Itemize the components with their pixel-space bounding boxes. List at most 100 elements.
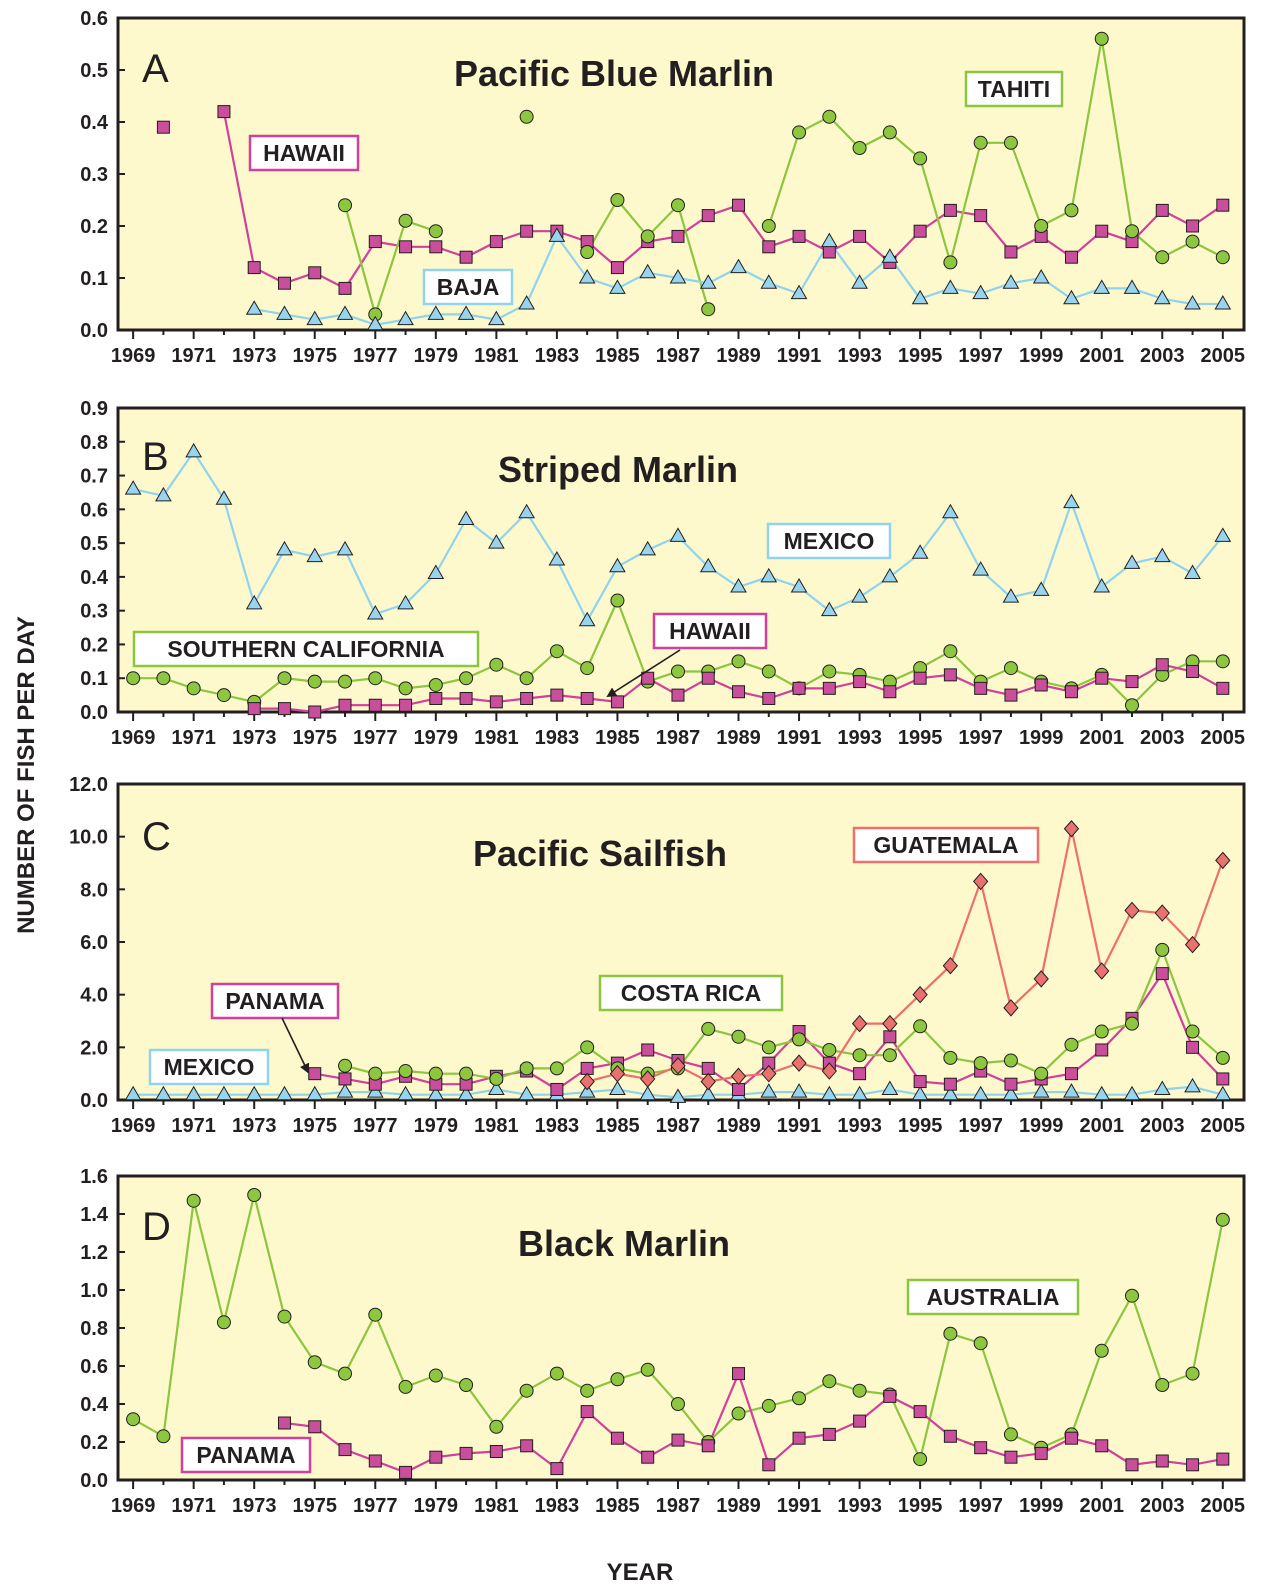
data-point-mexico <box>487 534 505 549</box>
data-point-australia <box>1185 1366 1200 1381</box>
panel-title: Pacific Blue Marlin <box>454 53 774 94</box>
data-point-hawaii <box>1064 685 1078 699</box>
data-point-costa-rica <box>1185 1024 1200 1039</box>
data-point-hawaii <box>217 105 231 119</box>
x-tick-label: 1997 <box>958 345 1003 367</box>
data-point-guatemala <box>942 956 959 975</box>
data-point-panama <box>701 1439 715 1453</box>
data-point-mexico <box>427 564 445 580</box>
x-tick-label: 1977 <box>353 1495 398 1517</box>
data-point-panama <box>429 1450 443 1464</box>
x-tick-label: 2005 <box>1201 727 1246 749</box>
data-point-panama <box>277 1416 291 1430</box>
y-tick-label: 0.5 <box>80 60 108 82</box>
data-point-costa-rica <box>822 1042 837 1057</box>
data-point-panama <box>520 1439 534 1453</box>
x-tick-label: 1987 <box>656 345 701 367</box>
series-label-baja: BAJA <box>422 268 514 306</box>
data-point-hawaii <box>156 120 170 134</box>
data-point-panama <box>580 1405 594 1419</box>
data-point-australia <box>792 1391 807 1406</box>
data-point-panama <box>853 1414 867 1428</box>
data-point-mexico <box>487 1080 505 1095</box>
data-point-southern-california <box>610 593 625 608</box>
data-point-australia <box>247 1188 262 1202</box>
data-point-mexico <box>124 480 142 495</box>
data-point-mexico <box>215 1085 233 1101</box>
data-point-mexico <box>1002 588 1020 603</box>
data-point-tahiti <box>610 193 625 207</box>
data-point-australia <box>670 1397 685 1411</box>
data-point-baja <box>942 279 959 294</box>
data-point-guatemala <box>1215 851 1231 870</box>
data-point-australia <box>338 1366 353 1381</box>
label-text: MEXICO <box>164 1054 255 1080</box>
data-point-australia <box>822 1374 837 1389</box>
data-point-australia <box>549 1366 564 1381</box>
x-tick-label: 1989 <box>716 345 761 367</box>
x-tick-label: 1997 <box>958 727 1003 749</box>
y-tick-label: 0.0 <box>80 702 108 724</box>
data-point-costa-rica <box>489 1071 504 1086</box>
series-label-panama: PANAMA <box>180 1436 312 1474</box>
data-point-panama <box>943 1429 957 1443</box>
data-point-panama <box>580 1061 594 1075</box>
y-tick-label: 0.3 <box>80 601 108 623</box>
data-point-tahiti <box>1034 219 1049 233</box>
data-point-baja <box>1032 268 1050 284</box>
data-point-baja <box>699 274 717 289</box>
data-point-hawaii <box>1216 681 1230 695</box>
data-point-guatemala <box>791 1054 807 1072</box>
data-point-hawaii <box>1095 224 1109 238</box>
data-point-mexico <box>881 1080 899 1095</box>
data-point-tahiti <box>1064 203 1079 218</box>
data-point-costa-rica <box>338 1058 353 1073</box>
x-tick-label: 1973 <box>232 1495 277 1517</box>
x-tick-label: 1995 <box>898 727 943 749</box>
data-point-tahiti <box>640 229 655 244</box>
data-point-mexico <box>911 1085 929 1101</box>
x-tick-label: 1971 <box>171 1495 216 1517</box>
data-point-mexico <box>215 490 233 505</box>
x-tick-label: 1997 <box>958 1115 1003 1137</box>
data-point-tahiti <box>852 141 867 155</box>
data-point-hawaii <box>822 245 836 259</box>
data-point-southern-california <box>731 654 746 669</box>
data-point-australia <box>1155 1378 1170 1392</box>
data-point-hawaii <box>459 691 473 705</box>
data-point-costa-rica <box>519 1061 534 1076</box>
data-point-costa-rica <box>852 1048 867 1063</box>
data-point-costa-rica <box>398 1064 413 1079</box>
data-point-mexico <box>366 605 384 620</box>
data-point-mexico <box>790 578 808 593</box>
y-tick-label: 8.0 <box>80 879 108 901</box>
series-line-guatemala <box>586 828 1224 1083</box>
data-point-mexico <box>609 1080 626 1095</box>
data-point-panama <box>1004 1450 1018 1464</box>
y-tick-label: 0.0 <box>80 1470 108 1492</box>
x-tick-label: 1973 <box>232 345 277 367</box>
x-tick-label: 2003 <box>1140 1495 1185 1517</box>
data-point-australia <box>156 1429 171 1444</box>
data-point-guatemala <box>851 1014 868 1033</box>
data-point-guatemala <box>1094 962 1110 980</box>
data-point-southern-california <box>580 661 595 676</box>
x-tick-label: 2005 <box>1201 345 1246 367</box>
x-tick-label: 1987 <box>656 727 701 749</box>
x-tick-label: 1969 <box>111 1115 156 1137</box>
y-tick-label: 0.6 <box>80 1356 108 1378</box>
data-point-hawaii <box>247 702 261 716</box>
data-point-baja <box>1214 294 1232 310</box>
data-point-hawaii <box>520 691 534 705</box>
data-point-australia <box>428 1368 443 1383</box>
data-point-mexico <box>699 1085 717 1101</box>
data-point-mexico <box>1123 554 1141 569</box>
data-point-mexico <box>730 578 747 593</box>
data-point-panama <box>943 1077 957 1091</box>
data-point-panama <box>459 1446 473 1460</box>
data-point-panama <box>792 1431 806 1445</box>
data-point-panama <box>399 1465 413 1479</box>
data-point-tahiti <box>1215 250 1230 265</box>
panel-title: Striped Marlin <box>498 449 738 490</box>
data-point-southern-california <box>368 671 383 686</box>
